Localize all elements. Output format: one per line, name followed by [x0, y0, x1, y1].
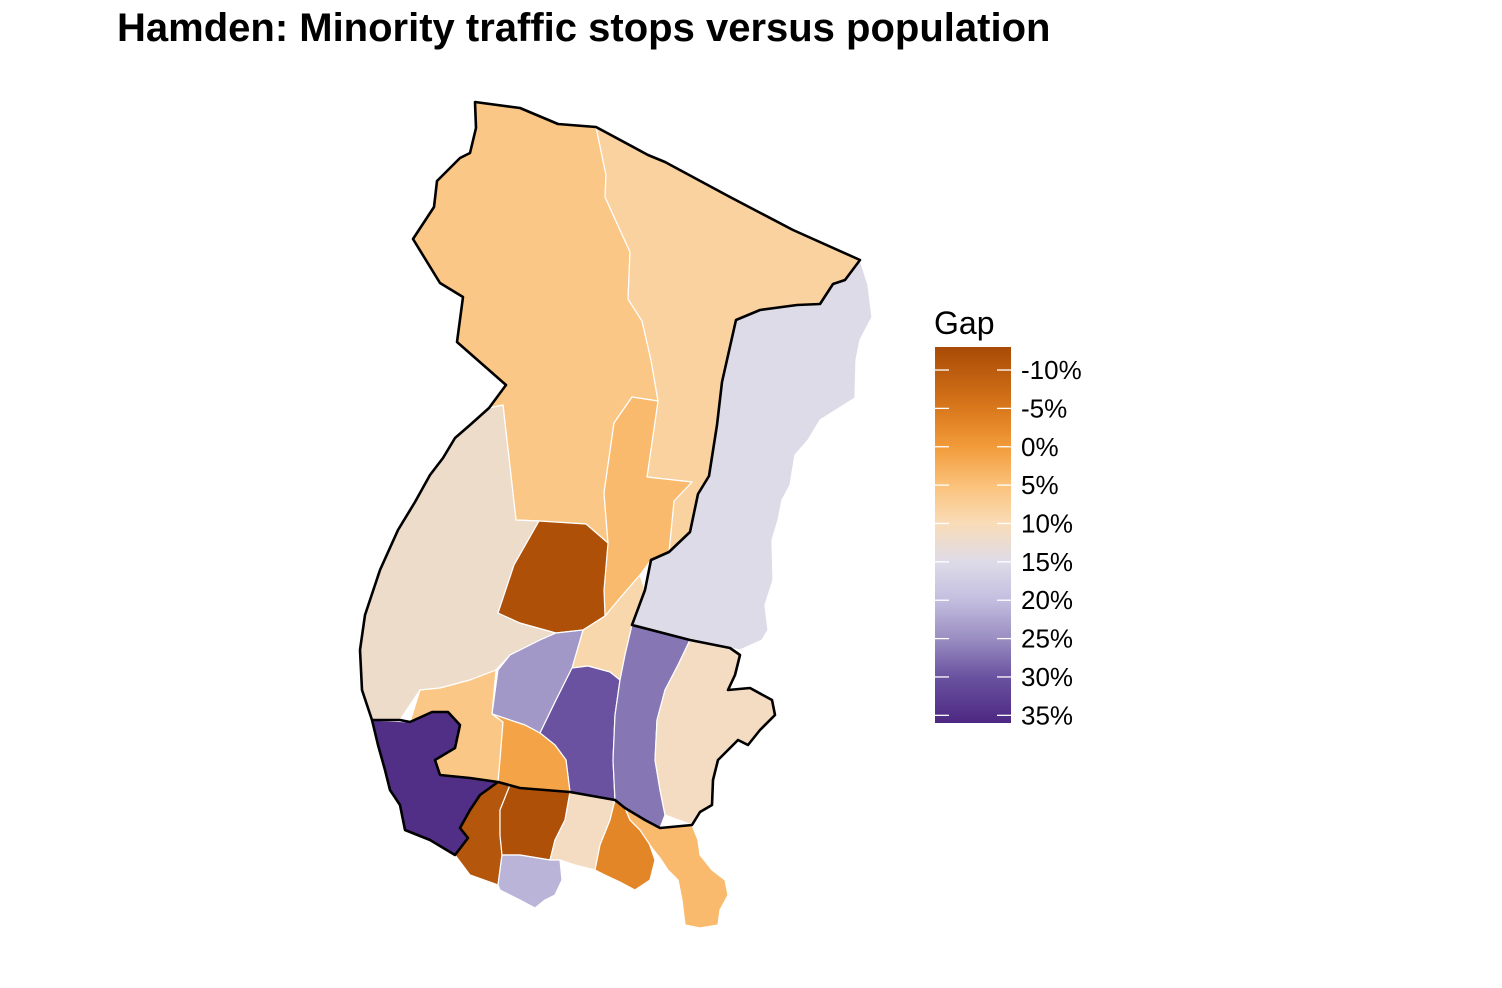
tract-peach-se [624, 807, 729, 929]
boundaries-layer [358, 100, 862, 857]
legend-tick-label: 5% [1021, 470, 1059, 500]
legend-tick-label: 35% [1021, 700, 1073, 730]
legend-color-bar [935, 347, 1011, 723]
legend-tick-label: 30% [1021, 662, 1073, 692]
map-title: Hamden: Minority traffic stops versus po… [117, 6, 1051, 50]
legend-tick-label: -5% [1021, 393, 1067, 423]
legend-tick-label: 0% [1021, 432, 1059, 462]
tract-lavender-s [497, 854, 563, 909]
tracts-layer [359, 101, 873, 929]
town-boundary [358, 100, 862, 830]
legend-tick-label: -10% [1021, 355, 1082, 385]
legend-tick-label: 15% [1021, 547, 1073, 577]
legend-title: Gap [934, 305, 994, 341]
legend: Gap -10% -5% 0% 5% 10% 15% 20% 25% 30% 35% [934, 305, 1082, 730]
legend-tick-label: 25% [1021, 624, 1073, 654]
legend-tick-label: 20% [1021, 585, 1073, 615]
legend-ticks: -10% -5% 0% 5% 10% 15% 20% 25% 30% 35% [935, 355, 1082, 730]
legend-tick-label: 10% [1021, 508, 1073, 538]
south-district-boundary [370, 719, 499, 857]
